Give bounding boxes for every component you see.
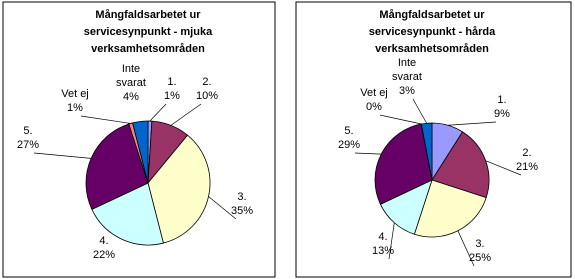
slice-category: 3. (475, 238, 484, 250)
slice-value-label: 25% (469, 252, 491, 264)
slice-category: 1. (497, 94, 506, 106)
pie-slice (420, 122, 433, 181)
chart-title: verksamhetsområden (375, 43, 489, 55)
slice-value-label: 1% (67, 102, 83, 114)
slice-category: Vet ej (61, 88, 89, 100)
text-line: svarat (392, 71, 422, 83)
chart-title: Mångfaldsarbetet ur (379, 9, 485, 21)
slice-category: 5. (344, 125, 353, 137)
text-line: 4. (99, 235, 108, 247)
chart-title: servicesynpunkt - hårda (369, 26, 496, 38)
slice-value-label: 3% (399, 85, 415, 97)
leader-line (208, 196, 237, 220)
slice-value-label: 35% (231, 205, 253, 217)
slice-value-label: 4% (123, 91, 139, 103)
text-line: 4. (378, 231, 387, 243)
slice-value-label: 1% (164, 90, 180, 102)
slice-value-label: 9% (494, 108, 510, 120)
leader-line (388, 222, 395, 260)
leader-line (485, 160, 522, 176)
leader-line (170, 103, 202, 126)
text-line: 5. (23, 125, 32, 137)
chart-title: Mångfaldsarbetet ur (95, 9, 201, 21)
leader-line (33, 152, 92, 159)
leader-line (80, 115, 131, 124)
text-line: Inte (122, 63, 140, 75)
slice-value-label: 10% (196, 90, 218, 102)
slice-value-label: 29% (338, 139, 360, 151)
leader-line (447, 121, 497, 126)
slice-category: Inte svarat (392, 57, 422, 83)
slice-category: 2. (202, 76, 211, 88)
slice-category: 1. (167, 76, 176, 88)
pie-slice (91, 182, 164, 246)
text-line: 3. (475, 238, 484, 250)
slice-category: Vet ej (360, 87, 388, 99)
slice-value-label: 0% (366, 101, 382, 113)
slice-value-label: 21% (516, 161, 538, 173)
slice-category: 5. (23, 125, 32, 137)
leader-line (354, 152, 382, 155)
pie-slice (413, 179, 487, 238)
slice-value-label: 22% (93, 249, 115, 261)
pie-slice (374, 123, 433, 205)
slice-category: Inte svarat (116, 63, 146, 89)
leader-line (379, 114, 422, 125)
pie-slice (147, 134, 211, 244)
text-line: Vet ej (360, 87, 388, 99)
text-line: Vet ej (61, 88, 89, 100)
text-line: 1. (497, 94, 506, 106)
pie-slice (85, 123, 149, 210)
text-line: 2. (522, 147, 531, 159)
text-line: 2. (202, 76, 211, 88)
text-line: 3. (237, 191, 246, 203)
slice-category: 4. (378, 231, 387, 243)
chart-title: servicesynpunkt - mjuka (84, 26, 213, 38)
slice-category: 2. (522, 147, 531, 159)
pie-slice (431, 131, 490, 199)
text-line: Inte (398, 57, 416, 69)
leader-line (149, 103, 167, 122)
leader-line (412, 98, 427, 124)
chart-title: verksamhetsområden (91, 43, 205, 55)
slice-value-label: 27% (17, 139, 39, 151)
slice-category: 4. (99, 235, 108, 247)
text-line: svarat (116, 77, 146, 89)
text-line: 5. (344, 125, 353, 137)
leader-line (457, 230, 475, 267)
slice-category: 3. (237, 191, 246, 203)
slice-value-label: 13% (372, 245, 394, 257)
text-line: 1. (167, 76, 176, 88)
pie-slice (132, 120, 149, 184)
